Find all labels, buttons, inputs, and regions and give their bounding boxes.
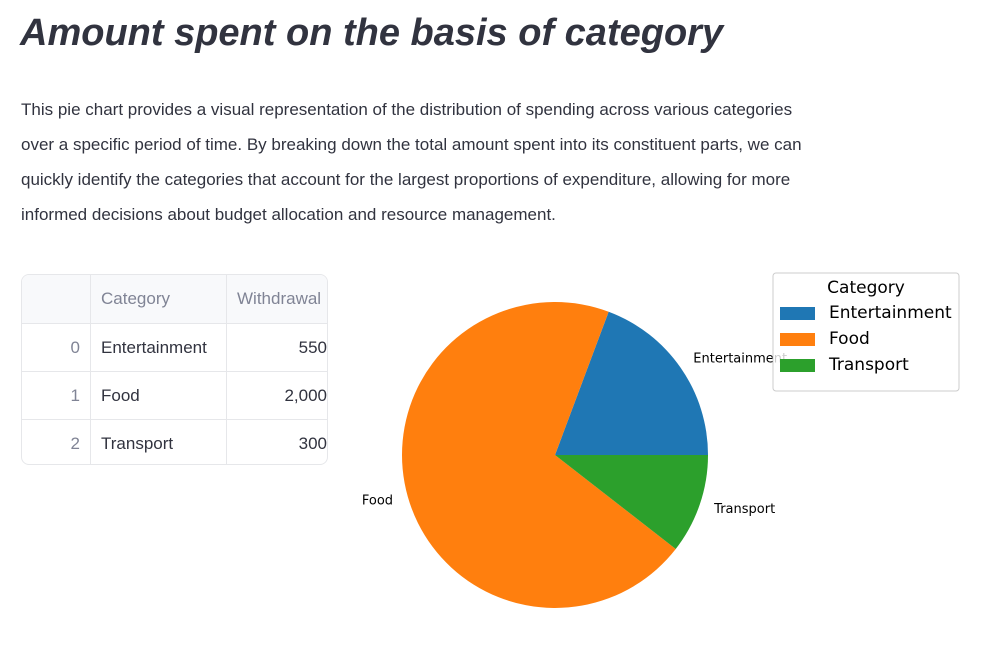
data-table: Category Withdrawal 0 Entertainment 550 1 Food… [21,274,328,465]
table-row: 0 Entertainment 550 [22,324,327,372]
description-line: quickly identify the categories that acc… [21,170,791,189]
index-header [22,275,91,323]
table-cell: Entertainment [91,324,227,371]
legend-title: Category [827,278,905,298]
description-line: This pie chart provides a visual represe… [21,100,793,119]
table-cell: Food [91,372,227,419]
legend-swatch [780,333,815,346]
description: This pie chart provides a visual represe… [21,92,802,232]
legend-swatch [780,307,815,320]
table-row: 1 Food 2,000 [22,372,327,420]
table-cell: 2,000 [284,385,327,405]
description-line: over a specific period of time. By break… [21,135,802,154]
pie-slice [555,311,708,455]
description-line: informed decisions about budget allocati… [21,205,556,224]
slice-label: Food [362,493,393,508]
row-index: 1 [22,372,91,419]
column-header: Withdrawal [237,289,322,308]
legend-swatch [780,359,815,372]
header-row: Category Withdrawal [22,275,327,324]
row-index: 2 [22,420,91,464]
slice-label: Entertainment [693,352,787,367]
table-row: 2 Transport 300 [22,420,327,464]
pie-slice [402,302,676,608]
table-cell: Transport [91,420,227,464]
table-cell: 550 [298,337,327,357]
column-header: Category [91,275,227,323]
slice-label: Transport [713,502,775,517]
table-cell: 300 [298,433,327,453]
pie-slice [555,455,708,549]
legend-box [772,272,960,392]
page-title: Amount spent on the basis of category [20,12,724,54]
legend-label: Food [829,329,870,349]
legend-label: Entertainment [829,303,952,323]
legend-label: Transport [828,355,909,375]
row-index: 0 [22,324,91,371]
